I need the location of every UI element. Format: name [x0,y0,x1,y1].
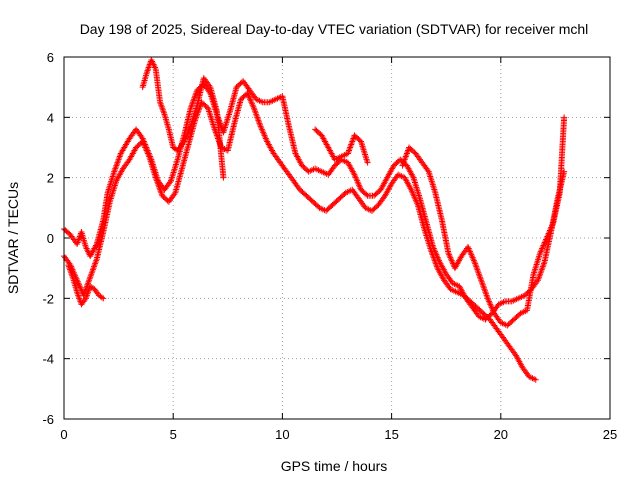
data-point [220,174,227,181]
x-tick-label: 0 [60,427,67,442]
axis-ticks: -6 -4 -2 0 2 4 6 0 5 10 15 20 25 [42,50,617,442]
y-tick-label: 6 [47,50,54,65]
x-tick-label: 20 [494,427,508,442]
data-point-interp [173,146,180,153]
y-tick-label: -4 [42,352,54,367]
y-tick-label: 2 [47,171,54,186]
x-tick-label: 25 [603,427,617,442]
data-point-interp [98,294,105,301]
series-track-c [65,57,568,329]
data-point [532,376,539,383]
chart-title: Day 198 of 2025, Sidereal Day-to-day VTE… [80,21,589,37]
data-point [561,114,568,121]
data-marks [61,57,568,383]
x-axis-label: GPS time / hours [281,458,388,474]
data-point [364,159,371,166]
x-tick-label: 5 [170,427,177,442]
y-axis-label: SDTVAR / TECUs [5,182,21,294]
y-tick-label: -2 [42,291,54,306]
x-tick-label: 15 [384,427,398,442]
data-point-interp [90,285,97,292]
x-tick-label: 10 [275,427,289,442]
y-tick-label: 0 [47,231,54,246]
grid-lines [64,57,610,419]
y-tick-label: -6 [42,412,54,427]
data-point [100,295,107,302]
y-tick-label: 4 [47,110,54,125]
data-point-interp [363,191,370,198]
